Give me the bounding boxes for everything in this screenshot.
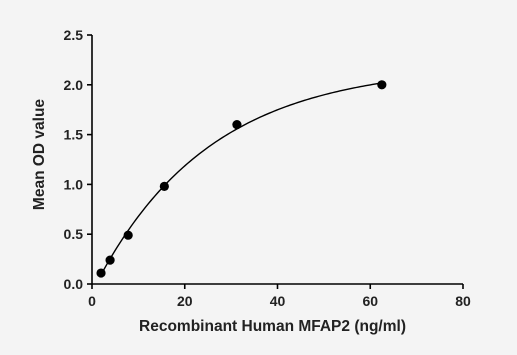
x-tick-label: 20 [177, 293, 193, 309]
data-point [377, 80, 387, 90]
data-points-layer [96, 80, 387, 278]
data-point [232, 120, 242, 130]
x-tick-label: 0 [88, 293, 96, 309]
y-tick-label: 0.5 [64, 226, 84, 242]
x-tick-label: 60 [362, 293, 378, 309]
fit-curve-layer [100, 82, 382, 276]
data-point [123, 230, 133, 240]
data-point [96, 268, 106, 278]
axes: 0 20 40 60 80 0.0 0.5 1.0 1.5 2.0 2.5 [64, 27, 471, 309]
y-tick-label: 1.0 [64, 176, 84, 192]
x-tick-label: 40 [270, 293, 286, 309]
x-axis-title: Recombinant Human MFAP2 (ng/ml) [139, 318, 406, 335]
fit-curve [100, 82, 382, 276]
y-tick-label: 1.5 [64, 127, 84, 143]
y-axis-title: Mean OD value [31, 99, 48, 210]
y-tick-label: 2.0 [64, 77, 84, 93]
data-point [105, 255, 115, 265]
y-tick-label: 2.5 [64, 27, 84, 43]
y-tick-label: 0.0 [64, 276, 84, 292]
x-tick-label: 80 [455, 293, 471, 309]
data-point [159, 181, 169, 191]
